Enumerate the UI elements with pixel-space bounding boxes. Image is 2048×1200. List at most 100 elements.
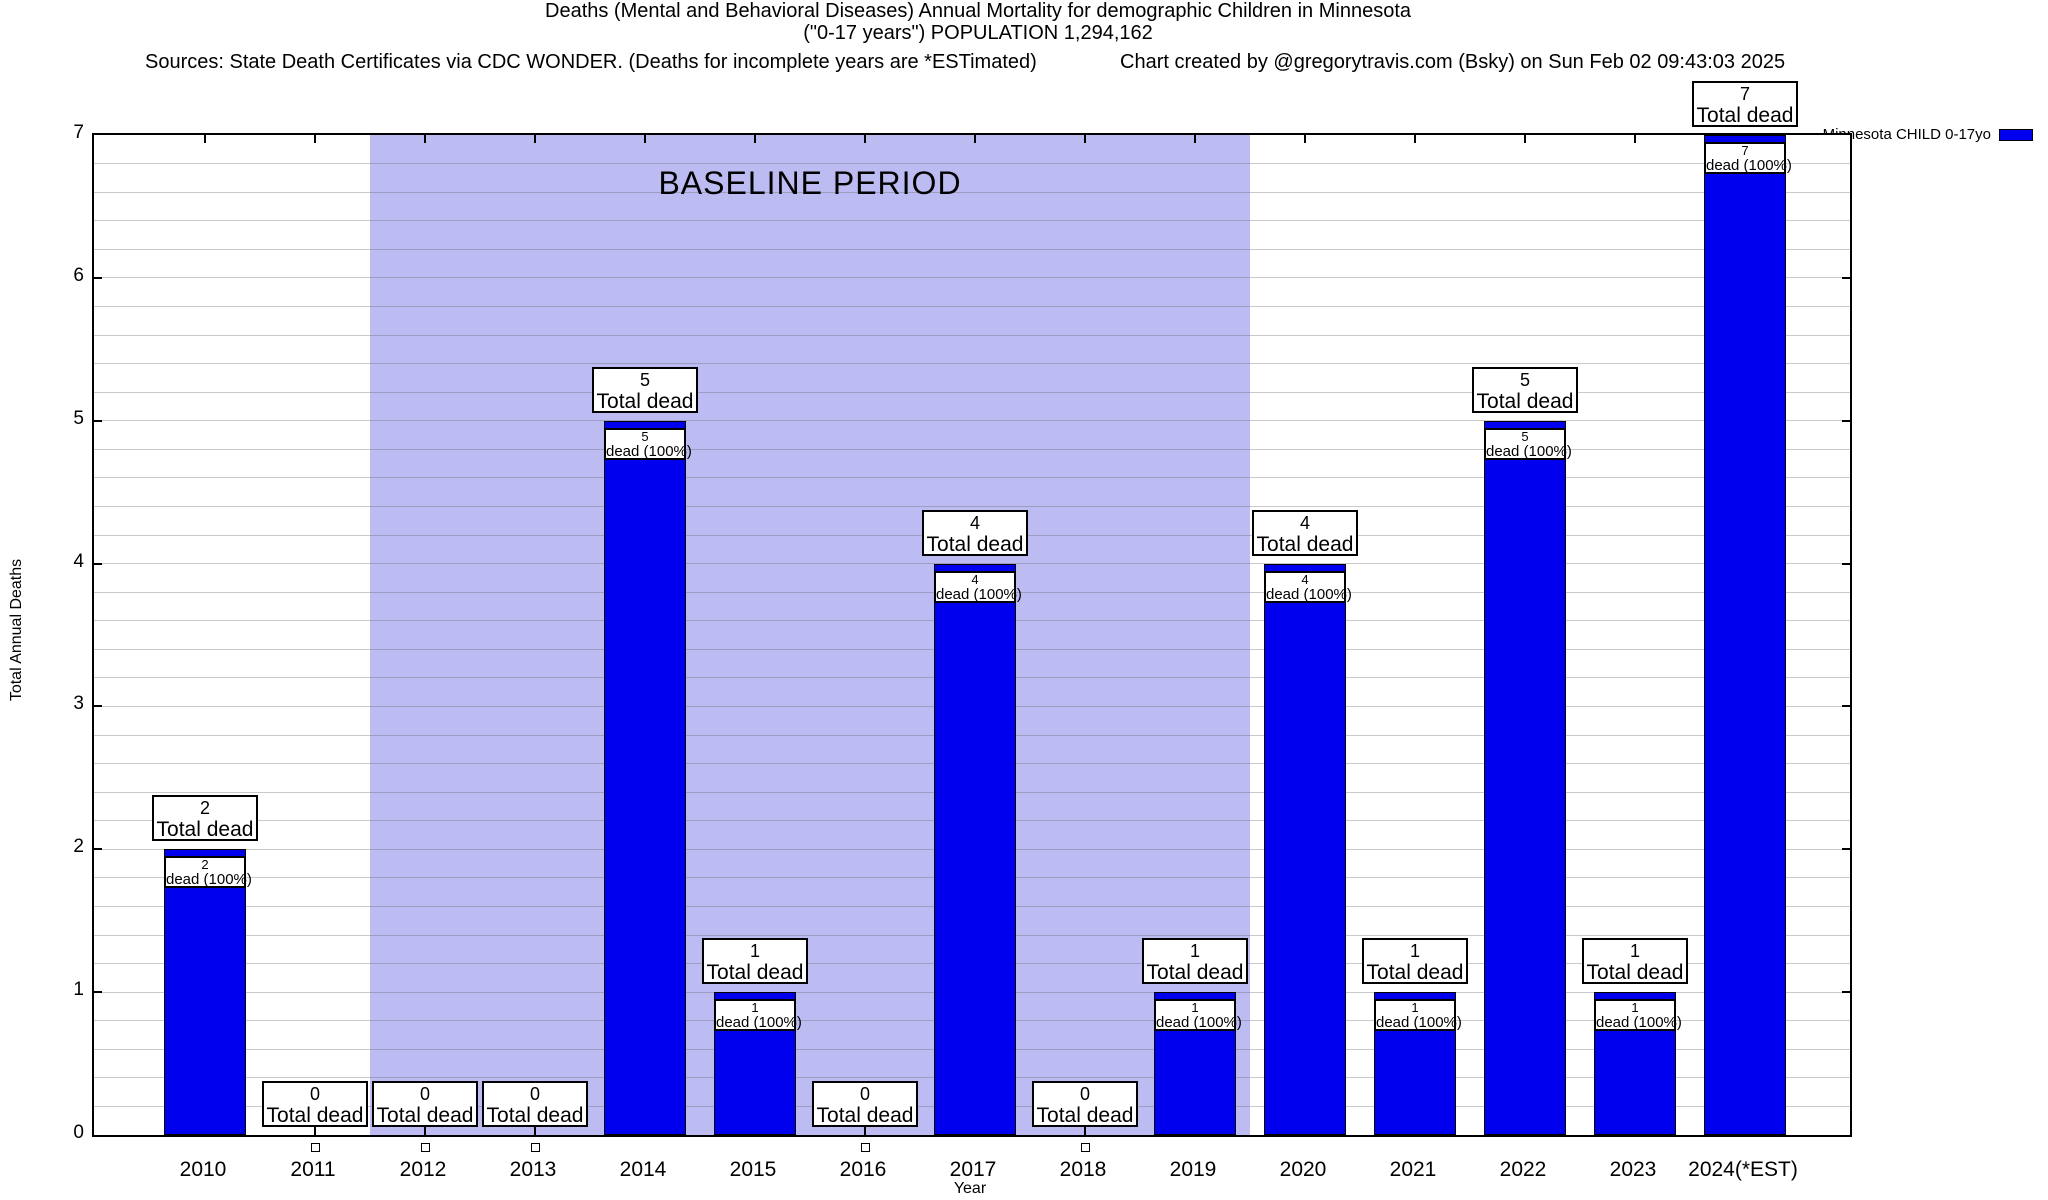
plot-area: BASELINE PERIOD 2 dead (100%) 2 Total dead 0… xyxy=(92,81,1852,1152)
total-dead-box: 4 Total dead xyxy=(922,509,1028,556)
gridline xyxy=(94,420,1850,422)
y-tick xyxy=(94,276,102,279)
x-tick-top xyxy=(1304,135,1306,143)
x-tick-top xyxy=(1524,135,1526,143)
bar-2017 xyxy=(934,563,1016,1135)
legend: Minnesota CHILD 0-17yo xyxy=(1823,126,2033,143)
gridline xyxy=(94,448,1850,450)
y-axis-tick-label: 6 xyxy=(73,264,84,286)
total-value: 1 xyxy=(749,941,760,962)
total-dead-box: 0 Total dead xyxy=(262,1081,368,1127)
zero-marker xyxy=(530,1143,540,1152)
total-label: Total dead xyxy=(1256,532,1354,556)
total-value: 1 xyxy=(1189,941,1200,962)
gridline xyxy=(94,477,1850,479)
gridline xyxy=(94,191,1850,193)
total-label: Total dead xyxy=(596,389,694,413)
x-tick-top xyxy=(1634,135,1636,143)
gridline xyxy=(94,334,1850,336)
x-axis-category-label: 2024(*EST) xyxy=(1688,1158,1798,1181)
total-label: Total dead xyxy=(1036,1104,1134,1127)
gridline xyxy=(94,363,1850,365)
x-tick-top xyxy=(974,135,976,143)
total-label: Total dead xyxy=(266,1104,364,1127)
y-axis-tick-label: 2 xyxy=(73,836,84,858)
legend-label: Minnesota CHILD 0-17yo xyxy=(1822,126,1991,143)
x-tick-top xyxy=(1194,135,1196,143)
x-axis-category-label: 2020 xyxy=(1279,1158,1327,1181)
total-label: Total dead xyxy=(1476,389,1574,413)
total-value: 0 xyxy=(309,1084,320,1104)
total-dead-box: 1 Total dead xyxy=(702,938,808,985)
x-tick-top xyxy=(1414,135,1416,143)
bar-inner-label: 1 dead (100%) xyxy=(1154,999,1242,1032)
gridline xyxy=(94,391,1850,393)
bar-inner-label: 5 dead (100%) xyxy=(1484,427,1572,460)
inner-value: 1 xyxy=(1631,1000,1639,1016)
zero-marker xyxy=(420,1143,430,1152)
y-tick-mirror xyxy=(1842,848,1850,851)
total-label: Total dead xyxy=(1366,961,1464,985)
x-tick-bottom xyxy=(1084,1127,1086,1135)
inner-value: 1 xyxy=(1411,1000,1419,1016)
total-dead-box: 5 Total dead xyxy=(592,366,698,413)
y-axis-tick-label: 1 xyxy=(73,979,84,1001)
x-tick-top xyxy=(1084,135,1086,143)
legend-swatch xyxy=(1999,128,2033,141)
bar-2014 xyxy=(604,420,686,1135)
total-label: Total dead xyxy=(486,1104,584,1127)
total-value: 7 xyxy=(1739,84,1750,104)
x-tick-bottom xyxy=(864,1127,866,1135)
total-value: 5 xyxy=(639,369,650,390)
x-tick-top xyxy=(644,135,646,143)
bar-2020 xyxy=(1264,563,1346,1135)
y-tick xyxy=(94,991,102,994)
baseline-period-shade xyxy=(370,135,1250,1135)
total-value: 2 xyxy=(199,798,210,819)
total-value: 1 xyxy=(1409,941,1420,962)
total-label: Total dead xyxy=(926,532,1024,556)
bar-inner-label: 1 dead (100%) xyxy=(1594,999,1682,1032)
bar-inner-label: 1 dead (100%) xyxy=(714,999,802,1032)
x-axis-category-label: 2022 xyxy=(1499,1158,1547,1181)
total-label: Total dead xyxy=(376,1104,474,1127)
x-axis-category-label: 2021 xyxy=(1389,1158,1437,1181)
inner-label: dead (100%) xyxy=(936,585,1022,603)
zero-marker xyxy=(860,1143,870,1152)
x-axis-category-label: 2023 xyxy=(1609,1158,1657,1181)
bar-2022 xyxy=(1484,420,1566,1135)
x-axis-category-label: 2014 xyxy=(619,1158,667,1181)
total-dead-box: 0 Total dead xyxy=(812,1081,918,1127)
inner-value: 4 xyxy=(971,571,979,587)
total-dead-box: 0 Total dead xyxy=(482,1081,588,1127)
total-value: 1 xyxy=(1629,941,1640,962)
y-axis-tick-label: 7 xyxy=(73,122,84,143)
x-tick-bottom xyxy=(534,1127,536,1135)
y-axis-tick-label: 5 xyxy=(73,407,84,429)
total-dead-box: 0 Total dead xyxy=(1032,1081,1138,1127)
zero-marker xyxy=(310,1143,320,1152)
y-axis-title: Total Annual Deaths xyxy=(8,558,25,702)
inner-label: dead (100%) xyxy=(1376,1014,1462,1032)
x-tick-top xyxy=(864,135,866,143)
bar-inner-label: 1 dead (100%) xyxy=(1374,999,1462,1032)
credit-note: Chart created by @gregorytravis.com (Bsk… xyxy=(1120,51,1786,73)
x-axis-category-label: 2012 xyxy=(399,1158,447,1181)
chart-title: Deaths (Mental and Behavioral Diseases) … xyxy=(545,0,1411,22)
y-tick-mirror xyxy=(1842,705,1850,708)
x-tick-top xyxy=(204,135,206,143)
x-axis-category-label: 2019 xyxy=(1169,1158,1217,1181)
x-tick-top xyxy=(534,135,536,143)
y-tick xyxy=(94,562,102,565)
gridline xyxy=(94,305,1850,307)
chart-subtitle: ("0-17 years") POPULATION 1,294,162 xyxy=(803,22,1153,44)
bar-inner-label: 2 dead (100%) xyxy=(164,856,252,889)
y-axis-tick-label: 4 xyxy=(73,550,84,572)
y-tick xyxy=(94,419,102,422)
zero-marker xyxy=(1080,1143,1090,1152)
bar-inner-label: 5 dead (100%) xyxy=(604,427,692,460)
x-axis-title: Year xyxy=(953,1180,987,1197)
x-tick-top xyxy=(424,135,426,143)
inner-value: 7 xyxy=(1741,143,1749,158)
inner-label: dead (100%) xyxy=(606,442,692,460)
